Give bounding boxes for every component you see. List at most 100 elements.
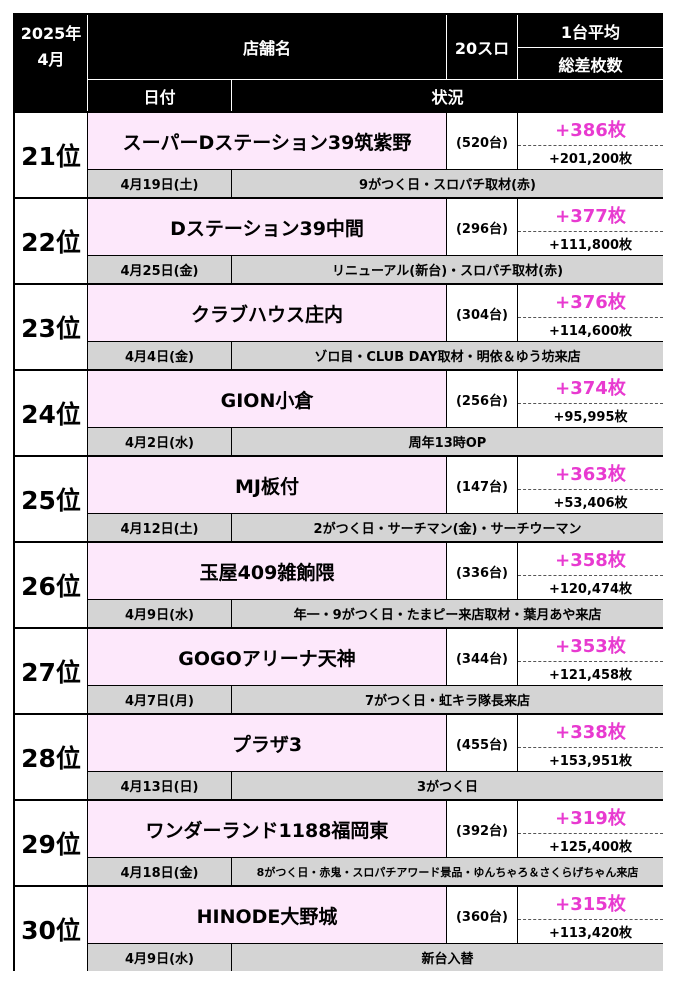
store-name: MJ板付 — [87, 455, 446, 513]
total-value: +113,420枚 — [548, 926, 633, 941]
per-unit-value: +374枚 — [518, 371, 663, 404]
event-status: 8がつく日・赤鬼・スロパチアワード景品・ゆんちゃろ＆さくらげちゃん来店 — [231, 857, 663, 885]
unit-count: (392台) — [446, 799, 517, 857]
event-date: 4月12日(土) — [87, 513, 231, 541]
value-box: +363枚 +53,406枚 — [517, 455, 663, 513]
unit-count: (304台) — [446, 283, 517, 341]
total-value: +201,200枚 — [548, 152, 633, 167]
per-unit-value: +358枚 — [518, 543, 663, 576]
ranking-row: 29位 ワンダーランド1188福岡東 (392台) +319枚 +125,400枚 4月1… — [15, 799, 663, 885]
value-box: +353枚 +121,458枚 — [517, 627, 663, 685]
rank-label: 30位 — [15, 885, 87, 971]
status-header: 状況 — [231, 79, 663, 111]
rank-label: 22位 — [15, 197, 87, 283]
unit-count: (256台) — [446, 369, 517, 427]
per-unit-value: +338枚 — [518, 715, 663, 748]
store-name-header: 店舗名 — [87, 15, 446, 79]
value-box: +374枚 +95,995枚 — [517, 369, 663, 427]
rank-label: 28位 — [15, 713, 87, 799]
rank-label: 24位 — [15, 369, 87, 455]
ranking-row: 23位 クラブハウス庄内 (304台) +376枚 +114,600枚 4月4日(金) ゾロ… — [15, 283, 663, 369]
ranking-row: 27位 GOGOアリーナ天神 (344台) +353枚 +121,458枚 4月7日(月)… — [15, 627, 663, 713]
rank-label: 21位 — [15, 111, 87, 197]
unit-count: (520台) — [446, 111, 517, 169]
store-name: スーパーDステーション39筑紫野 — [87, 111, 446, 169]
per-unit-value: +319枚 — [518, 801, 663, 834]
month-label: 4月 — [37, 50, 65, 69]
avg-header: 1台平均 — [517, 15, 663, 47]
total-value: +125,400枚 — [548, 840, 633, 855]
unit-count: (360台) — [446, 885, 517, 943]
per-unit-value: +386枚 — [518, 113, 663, 146]
event-status: 9がつく日・スロパチ取材(赤) — [231, 169, 663, 197]
unit-count: (455台) — [446, 713, 517, 771]
event-date: 4月19日(土) — [87, 169, 231, 197]
event-status: 周年13時OP — [231, 427, 663, 455]
year-month-header: 2025年 4月 — [15, 15, 87, 79]
total-value: +95,995枚 — [553, 410, 628, 425]
store-name: ワンダーランド1188福岡東 — [87, 799, 446, 857]
rank-label: 25位 — [15, 455, 87, 541]
value-box: +319枚 +125,400枚 — [517, 799, 663, 857]
unit-count: (296台) — [446, 197, 517, 255]
year-label: 2025年 — [20, 24, 82, 43]
value-box: +386枚 +201,200枚 — [517, 111, 663, 169]
event-status: リニューアル(新台)・スロパチ取材(赤) — [231, 255, 663, 283]
event-status: 新台入替 — [231, 943, 663, 971]
event-status: 3がつく日 — [231, 771, 663, 799]
store-name: クラブハウス庄内 — [87, 283, 446, 341]
per-unit-value: +315枚 — [518, 887, 663, 920]
ranking-row: 25位 MJ板付 (147台) +363枚 +53,406枚 4月12日(土) 2がつく日・… — [15, 455, 663, 541]
category-header: 20スロ — [446, 15, 517, 79]
event-date: 4月9日(水) — [87, 599, 231, 627]
store-name: 玉屋409雑餉隈 — [87, 541, 446, 599]
event-date: 4月4日(金) — [87, 341, 231, 369]
per-unit-value: +353枚 — [518, 629, 663, 662]
event-status: 年一・9がつく日・たまピー来店取材・葉月あや来店 — [231, 599, 663, 627]
unit-count: (147台) — [446, 455, 517, 513]
total-value: +111,800枚 — [548, 238, 633, 253]
unit-count: (336台) — [446, 541, 517, 599]
header-spacer — [15, 79, 87, 111]
event-status: 2がつく日・サーチマン(金)・サーチウーマン — [231, 513, 663, 541]
total-value: +121,458枚 — [548, 668, 633, 683]
ranking-row: 22位 Dステーション39中間 (296台) +377枚 +111,800枚 4月25日(… — [15, 197, 663, 283]
total-value: +53,406枚 — [553, 496, 628, 511]
value-box: +376枚 +114,600枚 — [517, 283, 663, 341]
event-date: 4月9日(水) — [87, 943, 231, 971]
rank-label: 23位 — [15, 283, 87, 369]
per-unit-value: +377枚 — [518, 199, 663, 232]
event-status: 7がつく日・虹キラ隊長来店 — [231, 685, 663, 713]
store-name: HINODE大野城 — [87, 885, 446, 943]
event-date: 4月18日(金) — [87, 857, 231, 885]
total-value: +153,951枚 — [548, 754, 633, 769]
event-date: 4月2日(水) — [87, 427, 231, 455]
total-value: +120,474枚 — [548, 582, 633, 597]
unit-count: (344台) — [446, 627, 517, 685]
ranking-row: 24位 GION小倉 (256台) +374枚 +95,995枚 4月2日(水) 周年13時… — [15, 369, 663, 455]
total-value: +114,600枚 — [548, 324, 633, 339]
store-name: GION小倉 — [87, 369, 446, 427]
rank-label: 26位 — [15, 541, 87, 627]
ranking-row: 28位 プラザ3 (455台) +338枚 +153,951枚 4月13日(日) 3がつく日 — [15, 713, 663, 799]
rank-label: 27位 — [15, 627, 87, 713]
store-name: GOGOアリーナ天神 — [87, 627, 446, 685]
value-box: +377枚 +111,800枚 — [517, 197, 663, 255]
event-date: 4月7日(月) — [87, 685, 231, 713]
value-box: +338枚 +153,951枚 — [517, 713, 663, 771]
per-unit-value: +363枚 — [518, 457, 663, 490]
event-status: ゾロ目・CLUB DAY取材・明依＆ゆう坊来店 — [231, 341, 663, 369]
event-date: 4月25日(金) — [87, 255, 231, 283]
date-header: 日付 — [87, 79, 231, 111]
store-name: プラザ3 — [87, 713, 446, 771]
per-unit-value: +376枚 — [518, 285, 663, 318]
value-box: +358枚 +120,474枚 — [517, 541, 663, 599]
event-date: 4月13日(日) — [87, 771, 231, 799]
ranking-row: 30位 HINODE大野城 (360台) +315枚 +113,420枚 4月9日(水) 新… — [15, 885, 663, 971]
store-name: Dステーション39中間 — [87, 197, 446, 255]
ranking-table: 2025年 4月 店舗名 20スロ 1台平均 総差枚数 日付 状況 21位 スーパ… — [13, 13, 663, 971]
total-header: 総差枚数 — [517, 47, 663, 79]
rank-label: 29位 — [15, 799, 87, 885]
value-box: +315枚 +113,420枚 — [517, 885, 663, 943]
ranking-row: 26位 玉屋409雑餉隈 (336台) +358枚 +120,474枚 4月9日(水) 年一… — [15, 541, 663, 627]
